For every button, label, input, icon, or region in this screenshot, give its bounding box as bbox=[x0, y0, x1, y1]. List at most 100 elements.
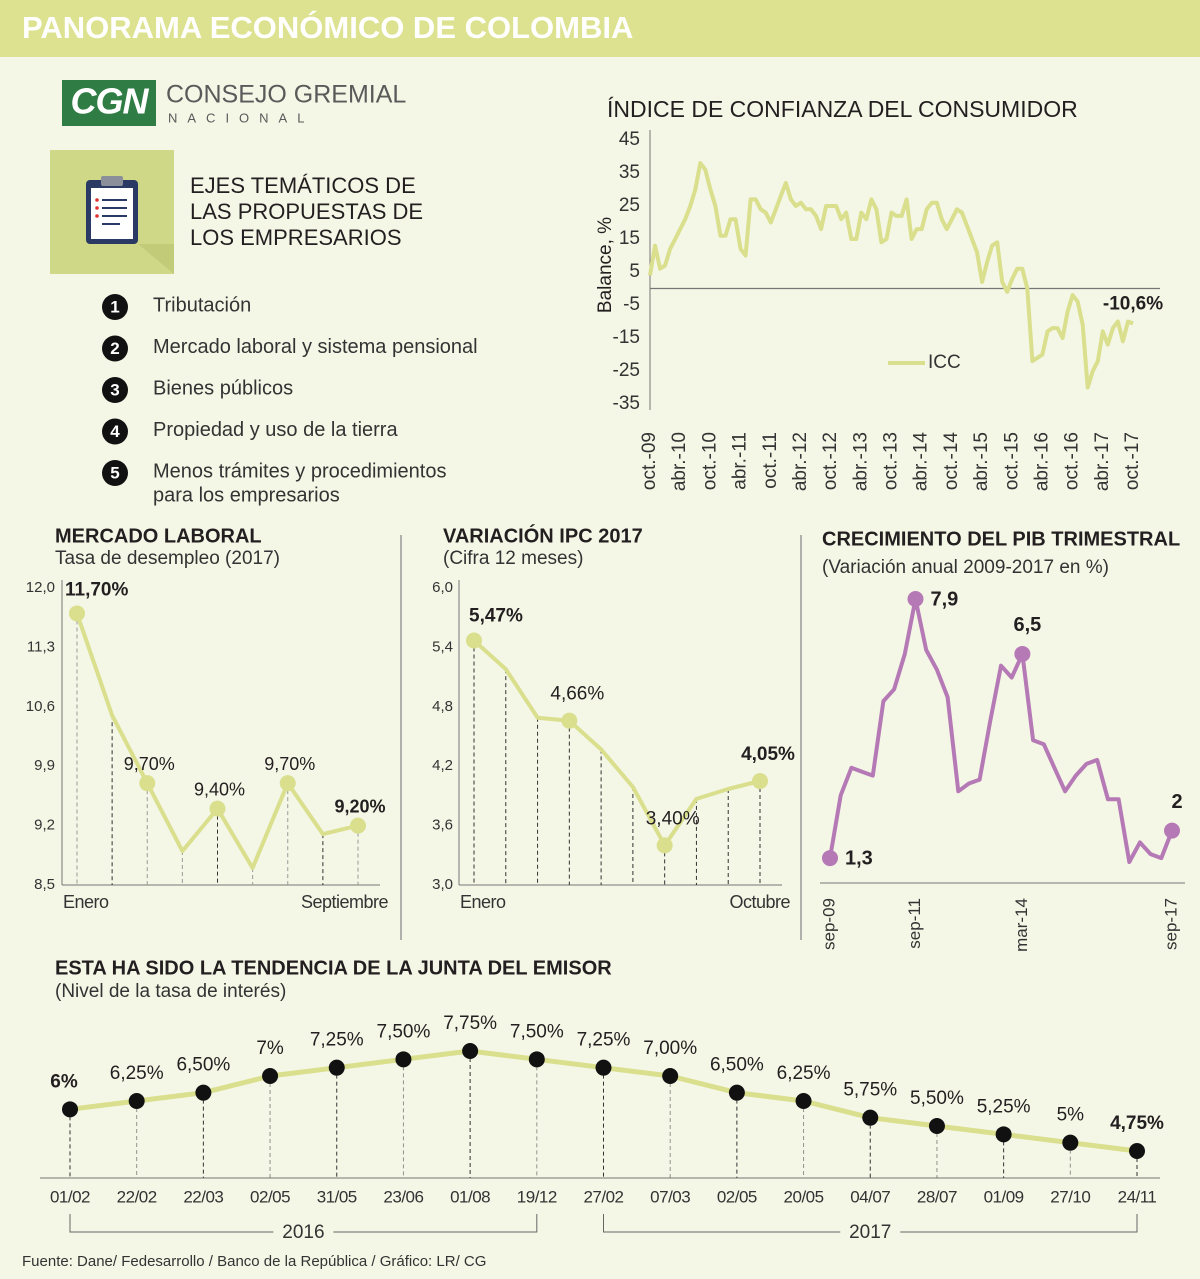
data-point bbox=[328, 1059, 345, 1076]
value-label: 6,50% bbox=[710, 1055, 764, 1076]
y-tick-label: 5 bbox=[629, 261, 640, 282]
chart-title: ÍNDICE DE CONFIANZA DEL CONSUMIDOR bbox=[607, 96, 1078, 122]
clipboard-paper bbox=[91, 188, 133, 239]
source-note: Fuente: Dane/ Fedesarrollo / Banco de la… bbox=[22, 1253, 486, 1270]
x-tick-label: mar-14 bbox=[1012, 898, 1031, 952]
clipboard-clip bbox=[101, 176, 123, 186]
x-tick-label: 19/12 bbox=[517, 1187, 557, 1206]
y-tick-label: 10,6 bbox=[26, 698, 55, 715]
x-tick-label: 20/05 bbox=[784, 1187, 824, 1206]
x-tick-label: oct.-12 bbox=[820, 432, 841, 490]
chart-subtitle: (Variación anual 2009-2017 en %) bbox=[822, 557, 1109, 578]
y-tick-label: 5,4 bbox=[432, 638, 453, 655]
y-tick-label: -5 bbox=[623, 294, 640, 315]
data-point bbox=[728, 1084, 745, 1101]
value-label: 7,25% bbox=[310, 1030, 364, 1051]
item-number: 5 bbox=[110, 463, 119, 482]
value-label: 5% bbox=[1057, 1105, 1085, 1126]
item-label: para los empresarios bbox=[153, 484, 340, 506]
page-title: PANORAMA ECONÓMICO DE COLOMBIA bbox=[22, 9, 633, 45]
x-tick-label: oct.-15 bbox=[1001, 432, 1022, 490]
y-tick-label: 11,3 bbox=[27, 638, 55, 655]
y-tick-label: 4,8 bbox=[432, 698, 453, 715]
x-tick-label: 28/07 bbox=[917, 1187, 957, 1206]
chart-subtitle: Tasa de desempleo (2017) bbox=[55, 548, 280, 569]
header-bar bbox=[0, 0, 1200, 57]
value-label: 6,25% bbox=[110, 1063, 164, 1084]
value-label: 11,70% bbox=[65, 579, 128, 600]
y-tick-label: 15 bbox=[619, 228, 640, 249]
value-label: 9,70% bbox=[124, 754, 175, 774]
number-badge bbox=[102, 377, 128, 403]
x-tick-label: 02/05 bbox=[250, 1187, 290, 1206]
data-point bbox=[1164, 822, 1180, 839]
data-point bbox=[262, 1068, 279, 1084]
topics-title: LAS PROPUESTAS DE bbox=[190, 199, 423, 224]
x-tick-label: 04/07 bbox=[850, 1187, 890, 1206]
x-tick-label: 01/02 bbox=[50, 1187, 90, 1206]
y-tick-label: -35 bbox=[613, 393, 640, 414]
value-label: 4,05% bbox=[741, 744, 795, 765]
value-label: 7,9 bbox=[931, 588, 959, 610]
value-label: 7,00% bbox=[643, 1038, 697, 1059]
x-tick-label: abr.-15 bbox=[971, 432, 992, 491]
data-point bbox=[595, 1059, 612, 1076]
x-tick-label: 01/08 bbox=[450, 1187, 490, 1206]
data-point bbox=[995, 1126, 1012, 1143]
value-label: 5,50% bbox=[910, 1088, 964, 1109]
number-badge bbox=[102, 460, 128, 486]
value-label: 1,3 bbox=[845, 847, 873, 869]
y-axis-label: Balance, % bbox=[595, 217, 616, 313]
value-label: 5,75% bbox=[843, 1080, 897, 1101]
data-point bbox=[462, 1043, 479, 1059]
clipboard-dot bbox=[95, 206, 99, 210]
x-tick-label: oct.-17 bbox=[1122, 432, 1143, 490]
data-point bbox=[662, 1068, 679, 1084]
item-label: Bienes públicos bbox=[153, 377, 293, 399]
data-point bbox=[561, 712, 578, 729]
x-tick-label: 07/03 bbox=[650, 1187, 690, 1206]
data-point bbox=[139, 775, 156, 792]
group-label: 2017 bbox=[849, 1222, 891, 1243]
data-point bbox=[1062, 1134, 1079, 1151]
x-tick-label: Octubre bbox=[729, 892, 790, 912]
x-tick-label: sep-11 bbox=[905, 898, 924, 949]
data-point bbox=[195, 1084, 212, 1101]
value-label: 4,66% bbox=[550, 684, 604, 705]
data-point bbox=[350, 817, 366, 834]
icon-shadow bbox=[138, 244, 174, 274]
group-label-bg bbox=[273, 1220, 334, 1244]
y-tick-label: -15 bbox=[613, 327, 640, 348]
item-number: 3 bbox=[110, 380, 119, 399]
x-tick-label: abr.-16 bbox=[1031, 432, 1052, 491]
clipboard-lines bbox=[102, 199, 127, 225]
data-point bbox=[1129, 1143, 1145, 1159]
logo-abbr: CGN bbox=[71, 81, 150, 122]
topics-title: EJES TEMÁTICOS DE bbox=[190, 173, 416, 198]
clipboard-dot bbox=[95, 198, 99, 202]
y-tick-label: 35 bbox=[619, 162, 640, 183]
x-tick-label: 27/10 bbox=[1050, 1187, 1090, 1206]
value-label: -10,6% bbox=[1103, 293, 1163, 314]
item-number: 2 bbox=[110, 339, 119, 358]
x-tick-label: abr.-11 bbox=[730, 432, 751, 490]
value-label: 5,25% bbox=[977, 1096, 1031, 1117]
x-tick-label: 22/03 bbox=[183, 1187, 223, 1206]
value-label: 9,40% bbox=[194, 779, 245, 799]
data-point bbox=[1014, 645, 1031, 662]
item-label: Propiedad y uso de la tierra bbox=[153, 419, 398, 441]
y-tick-label: 6,0 bbox=[432, 579, 453, 596]
data-point bbox=[795, 1093, 812, 1109]
value-label: 7,50% bbox=[510, 1021, 564, 1042]
x-tick-label: Enero bbox=[460, 892, 506, 912]
x-tick-label: 31/05 bbox=[317, 1187, 357, 1206]
x-tick-label: oct.-16 bbox=[1062, 432, 1083, 490]
y-tick-label: 4,2 bbox=[432, 757, 453, 774]
y-tick-label: 3,0 bbox=[432, 876, 453, 893]
value-label: 6,25% bbox=[777, 1063, 831, 1084]
number-badge bbox=[102, 294, 128, 320]
data-point bbox=[928, 1118, 945, 1134]
x-tick-label: 23/06 bbox=[383, 1187, 423, 1206]
